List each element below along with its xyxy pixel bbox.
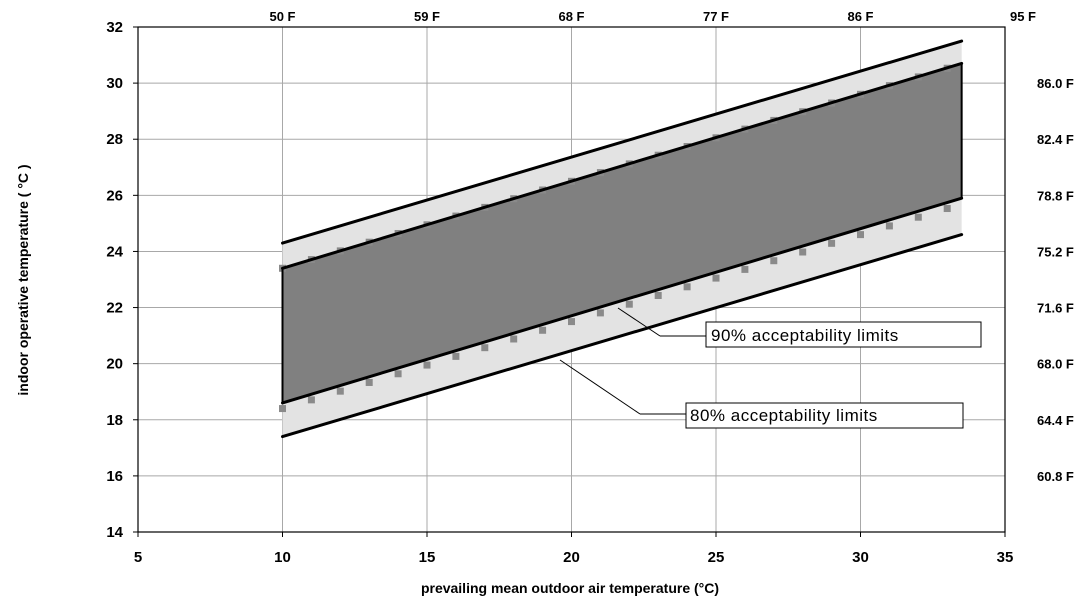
x-tick-label: 25 — [708, 549, 725, 566]
annotation-90-text: 90% acceptability limits — [711, 326, 899, 345]
x-tick-label: 15 — [419, 549, 436, 566]
marker-lower — [452, 352, 460, 360]
annotation-80-box — [685, 402, 964, 429]
top-axis-label: 68 F — [558, 9, 584, 24]
x-axis-ticks: 5 10 15 20 25 30 35 — [134, 532, 1014, 566]
marker-lower — [423, 361, 431, 369]
top-axis-label: 95 F — [1010, 9, 1036, 24]
marker-lower — [365, 378, 373, 386]
marker-lower — [568, 318, 575, 326]
right-axis-ticks: 60.8 F 64.4 F 68.0 F 71.6 F 75.2 F 78.8 F 82.4… — [1037, 76, 1074, 484]
annotation-90-leader — [617, 307, 661, 337]
right-axis-label: 75.2 F — [1037, 244, 1074, 259]
y-tick-label: 32 — [106, 19, 123, 36]
bands — [282, 41, 962, 437]
marker-lower — [914, 213, 922, 221]
y-tick-label: 14 — [106, 524, 123, 541]
marker-lower — [943, 205, 951, 213]
band-90-percent — [282, 63, 962, 403]
marker-lower — [857, 231, 864, 239]
right-axis-label: 82.4 F — [1037, 132, 1074, 147]
right-axis-label: 64.4 F — [1037, 413, 1074, 428]
marker-lower — [481, 344, 489, 352]
y-tick-label: 28 — [106, 131, 123, 148]
marker-lower — [770, 257, 778, 265]
marker-lower — [596, 309, 604, 317]
annotation-80-text: 80% acceptability limits — [690, 406, 878, 425]
x-tick-label: 20 — [563, 549, 580, 566]
limit-lines — [281, 39, 964, 439]
x-tick-label: 35 — [997, 549, 1014, 566]
top-axis-label: 86 F — [847, 9, 873, 24]
marker-lower — [539, 326, 547, 334]
limit-80-lower — [281, 233, 964, 439]
y-axis-title: indoor operative temperature ( °C ) — [15, 164, 31, 395]
y-tick-label: 22 — [106, 300, 123, 317]
right-axis-label: 71.6 F — [1037, 301, 1074, 316]
marker-lower — [510, 335, 518, 343]
y-tick-label: 18 — [106, 412, 123, 429]
marker-lower — [394, 370, 402, 378]
marker-lower — [279, 405, 286, 413]
marker-lower — [336, 387, 344, 395]
marker-lower — [741, 265, 749, 273]
marker-lower — [712, 274, 720, 282]
y-tick-label: 30 — [106, 75, 123, 92]
y-tick-label: 24 — [106, 243, 123, 260]
marker-lower — [828, 239, 836, 247]
marker-lower — [654, 291, 662, 299]
annotation-90-box — [705, 321, 982, 348]
top-axis-label: 59 F — [414, 9, 440, 24]
right-axis-label: 68.0 F — [1037, 357, 1074, 372]
y-tick-label: 26 — [106, 187, 123, 204]
right-axis-label: 78.8 F — [1037, 188, 1074, 203]
marker-lower — [885, 222, 893, 230]
y-tick-label: 20 — [106, 356, 123, 373]
y-axis-ticks: 14 16 18 20 22 24 26 28 30 32 — [106, 19, 138, 541]
marker-lower — [683, 283, 691, 291]
marker-lower — [799, 248, 807, 256]
limit-90-lower — [281, 196, 964, 405]
top-axis-ticks: 50 F 59 F 68 F 77 F 86 F 95 F — [269, 9, 1036, 24]
right-axis-label: 86.0 F — [1037, 76, 1074, 91]
x-axis-title: prevailing mean outdoor air temperature … — [421, 580, 719, 596]
x-tick-label: 10 — [274, 549, 291, 566]
annotations: 90% acceptability limits 80% acceptabilit… — [559, 307, 982, 429]
annotation-80-leader — [559, 359, 641, 415]
limit-90-upper — [281, 61, 964, 270]
limit-80-upper — [281, 39, 964, 245]
x-tick-label: 5 — [134, 549, 142, 566]
marker-lower — [625, 300, 633, 308]
marker-lower — [307, 396, 315, 404]
right-axis-label: 60.8 F — [1037, 469, 1074, 484]
x-tick-label: 30 — [852, 549, 869, 566]
y-tick-label: 16 — [106, 468, 123, 485]
top-axis-label: 77 F — [703, 9, 729, 24]
top-axis-label: 50 F — [269, 9, 295, 24]
